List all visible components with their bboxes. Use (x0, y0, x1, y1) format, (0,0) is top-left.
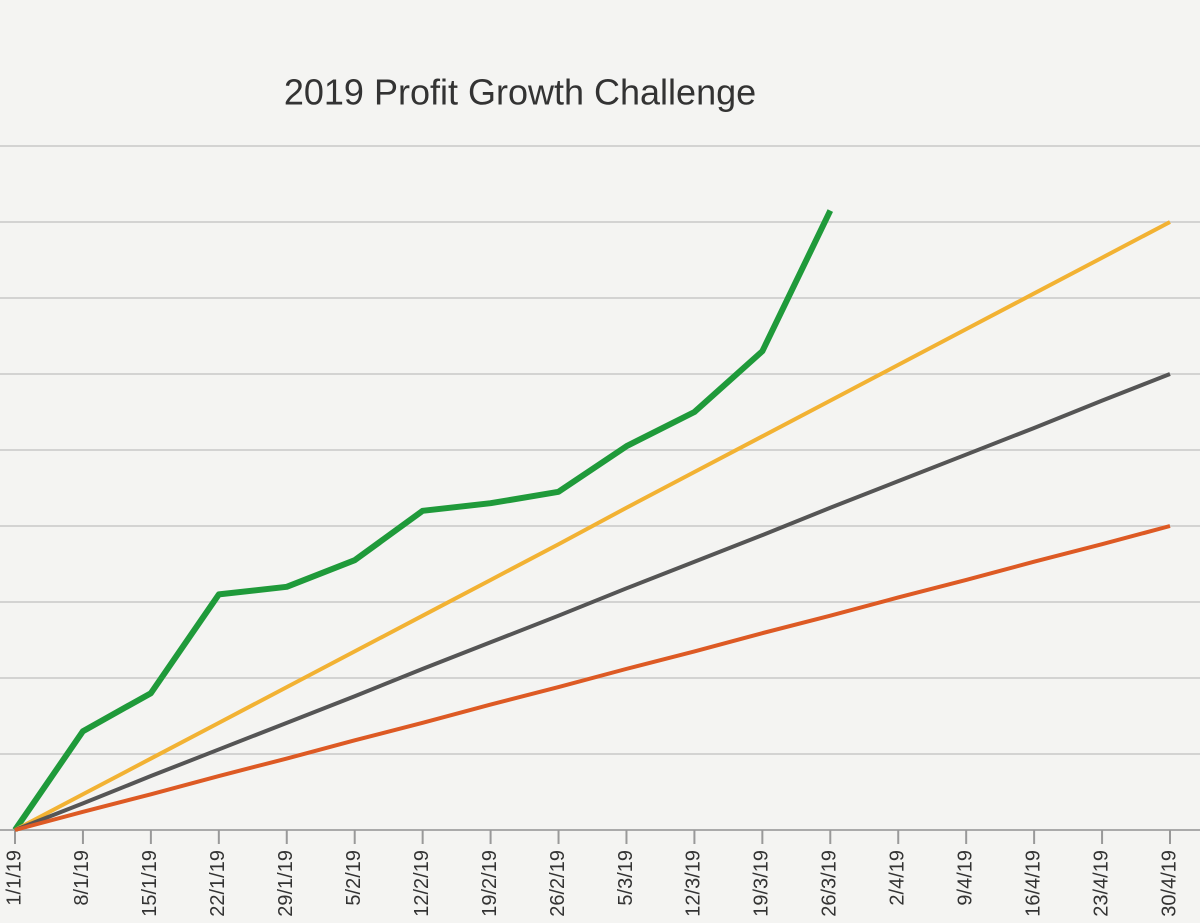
x-tick-label: 15/1/19 (139, 850, 161, 917)
x-tick-label: 9/4/19 (954, 850, 976, 906)
series-line (14, 220, 1171, 832)
x-tick-label: 2/4/19 (887, 850, 909, 906)
x-tick-label: 29/1/19 (275, 850, 297, 917)
x-tick-label: 19/2/19 (479, 850, 501, 917)
x-tick-label: 26/3/19 (819, 850, 841, 917)
x-tick-label: 19/3/19 (751, 850, 773, 917)
series-line (12, 209, 833, 832)
x-tick-label: 16/4/19 (1022, 850, 1044, 917)
x-tick-label: 12/3/19 (683, 850, 705, 917)
x-tick-label: 8/1/19 (71, 850, 93, 906)
x-tick-label: 30/4/19 (1158, 850, 1180, 917)
x-tick-label: 5/3/19 (615, 850, 637, 906)
x-tick-label: 22/1/19 (207, 850, 229, 917)
x-tick-label: 23/4/19 (1090, 850, 1112, 917)
x-tick-label: 12/2/19 (411, 850, 433, 917)
x-tick-label: 5/2/19 (343, 850, 365, 906)
series-line (14, 524, 1171, 832)
x-tick-label: 1/1/19 (3, 850, 25, 906)
chart-title: 2019 Profit Growth Challenge (284, 72, 756, 113)
x-tick-label: 26/2/19 (547, 850, 569, 917)
series-line (14, 372, 1171, 832)
